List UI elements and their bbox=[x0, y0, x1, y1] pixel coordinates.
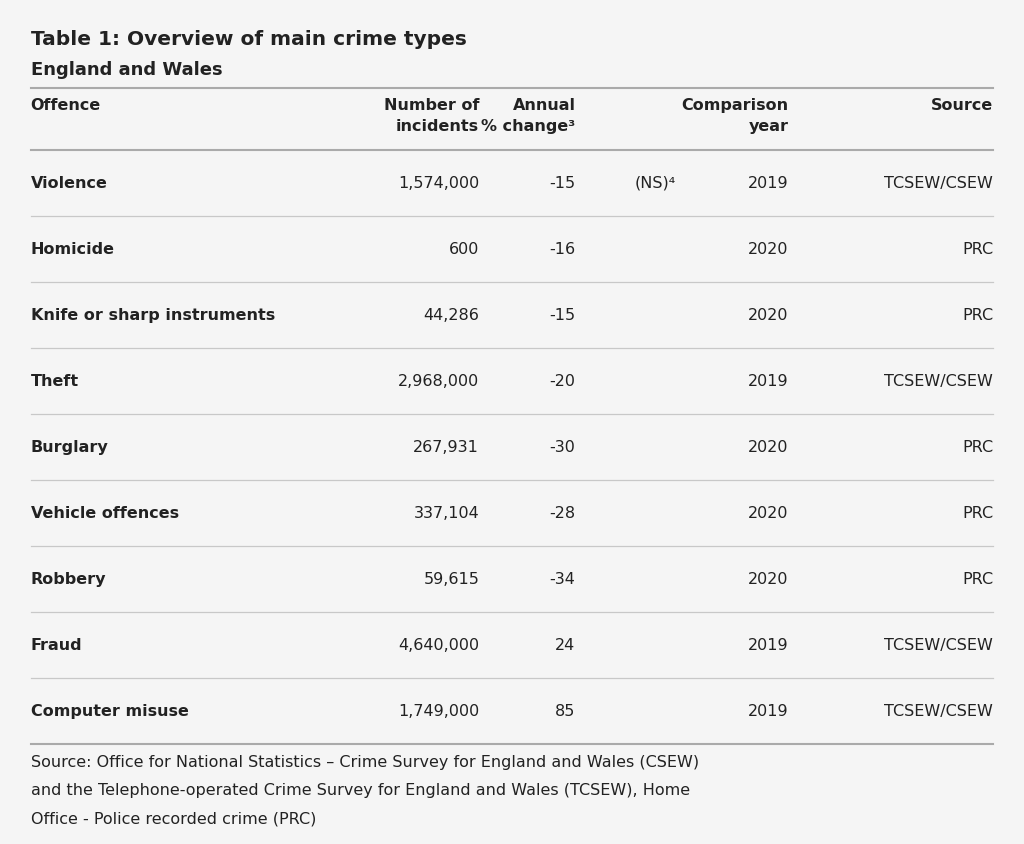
Text: Theft: Theft bbox=[31, 374, 79, 389]
Text: 2020: 2020 bbox=[748, 308, 788, 322]
Text: -15: -15 bbox=[549, 176, 575, 191]
Text: TCSEW/CSEW: TCSEW/CSEW bbox=[885, 374, 993, 389]
Text: Vehicle offences: Vehicle offences bbox=[31, 506, 179, 521]
Text: Homicide: Homicide bbox=[31, 241, 115, 257]
Text: PRC: PRC bbox=[963, 308, 993, 322]
Text: 267,931: 267,931 bbox=[414, 440, 479, 455]
Text: PRC: PRC bbox=[963, 440, 993, 455]
Text: PRC: PRC bbox=[963, 506, 993, 521]
Text: Source: Office for National Statistics – Crime Survey for England and Wales (CSE: Source: Office for National Statistics –… bbox=[31, 755, 698, 771]
Text: -28: -28 bbox=[549, 506, 575, 521]
Text: -16: -16 bbox=[549, 241, 575, 257]
Text: 59,615: 59,615 bbox=[423, 572, 479, 587]
Text: England and Wales: England and Wales bbox=[31, 61, 222, 78]
Text: -15: -15 bbox=[549, 308, 575, 322]
Text: Computer misuse: Computer misuse bbox=[31, 704, 188, 719]
Text: 2019: 2019 bbox=[748, 374, 788, 389]
Text: 85: 85 bbox=[555, 704, 575, 719]
Text: 600: 600 bbox=[449, 241, 479, 257]
Text: TCSEW/CSEW: TCSEW/CSEW bbox=[885, 638, 993, 653]
Text: TCSEW/CSEW: TCSEW/CSEW bbox=[885, 704, 993, 719]
Text: 1,749,000: 1,749,000 bbox=[398, 704, 479, 719]
Text: Comparison
year: Comparison year bbox=[681, 98, 788, 134]
Text: 2020: 2020 bbox=[748, 506, 788, 521]
Text: 4,640,000: 4,640,000 bbox=[398, 638, 479, 653]
Text: -20: -20 bbox=[550, 374, 575, 389]
Text: 2,968,000: 2,968,000 bbox=[398, 374, 479, 389]
Text: Offence: Offence bbox=[31, 98, 101, 113]
Text: Office - Police recorded crime (PRC): Office - Police recorded crime (PRC) bbox=[31, 811, 316, 826]
Text: 44,286: 44,286 bbox=[423, 308, 479, 322]
Text: 2019: 2019 bbox=[748, 638, 788, 653]
Text: Table 1: Overview of main crime types: Table 1: Overview of main crime types bbox=[31, 30, 467, 50]
Text: -30: -30 bbox=[550, 440, 575, 455]
Text: 2020: 2020 bbox=[748, 440, 788, 455]
Text: PRC: PRC bbox=[963, 241, 993, 257]
Text: Number of
incidents: Number of incidents bbox=[384, 98, 479, 134]
Text: Annual
% change³: Annual % change³ bbox=[481, 98, 575, 134]
Text: PRC: PRC bbox=[963, 572, 993, 587]
Text: 2019: 2019 bbox=[748, 176, 788, 191]
Text: 337,104: 337,104 bbox=[414, 506, 479, 521]
Text: and the Telephone-operated Crime Survey for England and Wales (TCSEW), Home: and the Telephone-operated Crime Survey … bbox=[31, 783, 690, 798]
Text: Robbery: Robbery bbox=[31, 572, 106, 587]
Text: 2020: 2020 bbox=[748, 572, 788, 587]
Text: Fraud: Fraud bbox=[31, 638, 82, 653]
Text: 24: 24 bbox=[555, 638, 575, 653]
Text: Violence: Violence bbox=[31, 176, 108, 191]
Text: Burglary: Burglary bbox=[31, 440, 109, 455]
Text: 1,574,000: 1,574,000 bbox=[398, 176, 479, 191]
Text: TCSEW/CSEW: TCSEW/CSEW bbox=[885, 176, 993, 191]
Text: 2020: 2020 bbox=[748, 241, 788, 257]
Text: Source: Source bbox=[931, 98, 993, 113]
Text: -34: -34 bbox=[550, 572, 575, 587]
Text: Knife or sharp instruments: Knife or sharp instruments bbox=[31, 308, 275, 322]
Text: (NS)⁴: (NS)⁴ bbox=[635, 176, 676, 191]
Text: 2019: 2019 bbox=[748, 704, 788, 719]
